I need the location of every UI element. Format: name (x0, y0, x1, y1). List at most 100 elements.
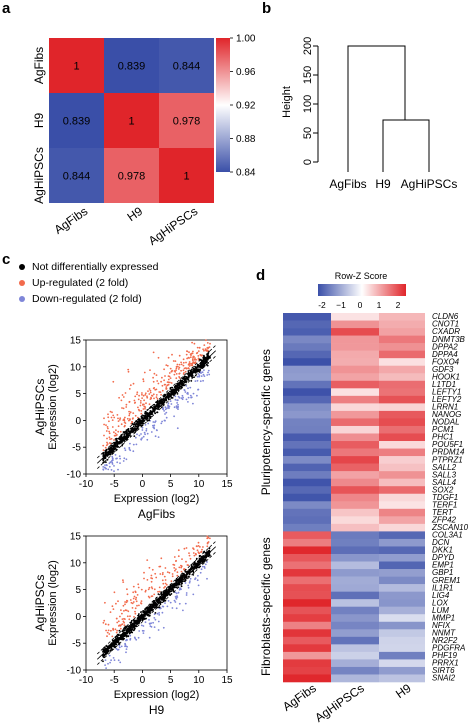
heatmap-cell (283, 343, 331, 351)
scatter-point (111, 455, 114, 458)
scatter-point (169, 367, 172, 370)
scatter-point (183, 389, 186, 391)
scatter-point (114, 628, 117, 631)
scatter-point (112, 380, 115, 383)
scatter-point (108, 420, 110, 423)
scatter-point (200, 360, 203, 363)
scatter-point (142, 632, 145, 634)
heatmap-cell (331, 614, 379, 623)
scatter-point (197, 574, 199, 577)
scatter-point (103, 417, 105, 420)
scatter-point (183, 367, 186, 370)
scatter-point (144, 407, 146, 410)
scatter-point (109, 661, 111, 664)
scatter-point (148, 596, 151, 599)
scatter-point (104, 446, 107, 449)
legend-marker (19, 296, 25, 302)
scatter-point (150, 586, 153, 588)
scatter-point (195, 566, 197, 569)
scatter-point (188, 351, 190, 354)
scatter-legend: Not differentially expressed Up-regulated… (19, 261, 159, 305)
scatter-point (165, 416, 168, 419)
heatmap-cell (283, 599, 331, 607)
scatter-point (193, 568, 195, 570)
scatter-point (184, 391, 187, 393)
heatmap-cell (283, 350, 331, 359)
ytick-label: 5 (75, 585, 81, 596)
heatmap-cell (283, 365, 331, 374)
scatter-point (115, 647, 118, 650)
scatter-point (155, 605, 157, 607)
scatter-point (136, 393, 138, 396)
scatter-point (136, 391, 139, 394)
scatter-point (200, 556, 203, 558)
scatter-point (202, 373, 205, 376)
scatter-point (171, 353, 173, 356)
scatter-point (193, 342, 196, 345)
gene-label: PRRX1 (432, 659, 459, 668)
scatter-point (152, 608, 155, 611)
scatter-point (165, 364, 168, 366)
scatter-point (112, 629, 115, 631)
scatter-point (134, 436, 137, 439)
scatter-point (113, 439, 115, 441)
heatmap-cell (331, 636, 379, 645)
heatmap-cell (331, 651, 379, 660)
scatter-point (192, 350, 194, 353)
heatmap-cell (283, 395, 331, 404)
scatter-point (203, 565, 206, 568)
scatter-point (123, 421, 126, 423)
scatter-point (137, 636, 140, 639)
heatmap-cell (283, 561, 331, 570)
scatter-point (124, 618, 126, 620)
heatmap-cell (283, 606, 331, 615)
ytick-label: -5 (72, 639, 81, 650)
scatter-point (128, 414, 131, 417)
scatter-point (118, 437, 121, 440)
scatter-point (197, 541, 200, 544)
scatter-point (115, 617, 118, 620)
scatter-point (107, 427, 109, 430)
scatter-point (118, 646, 121, 649)
heatmap-cell (331, 456, 379, 464)
scatter-point (141, 426, 144, 429)
scatter-point (146, 395, 148, 398)
scatter-point (162, 626, 165, 629)
scatter-point (142, 394, 145, 397)
heatmap-cell (379, 433, 425, 442)
scatter-point (129, 599, 132, 601)
scatter-point (183, 568, 186, 570)
heatmap-cell (283, 636, 331, 645)
scatter-point (198, 552, 200, 554)
colorbar-ticks: 1.00 0.96 0.92 0.88 0.84 (230, 34, 256, 179)
scatter-point (143, 431, 146, 434)
scatter-point (200, 568, 203, 571)
heatmap-cell (283, 508, 331, 517)
scatter-point (139, 404, 142, 407)
scatter-point (176, 393, 179, 395)
scatter-point (148, 566, 151, 569)
panel-letter-d: d (256, 267, 265, 284)
heatmap-column-label: AgHiPSCs (312, 681, 366, 725)
scatter-point (159, 565, 162, 568)
heatmap-cell (379, 666, 425, 675)
scatter-point (206, 535, 209, 538)
scatter-point (163, 575, 166, 578)
scatter-point (186, 357, 189, 360)
ytick-label: 0 (75, 416, 81, 427)
scatter-point (174, 395, 177, 398)
scatter-point (114, 432, 117, 435)
ytick-label: -10 (67, 666, 82, 677)
heatmap-cell (331, 448, 379, 457)
scatter-point (178, 396, 181, 399)
scatter-point (160, 557, 163, 560)
heatmap-cell (379, 441, 425, 449)
scatter-point (116, 461, 119, 464)
gene-label: CNOT1 (432, 320, 459, 329)
scatter-point (197, 388, 200, 391)
scatter-point (196, 365, 199, 368)
colorbar-tick-label: 0.92 (236, 101, 256, 112)
scatter-point (102, 459, 105, 462)
scatter-point (170, 585, 173, 587)
xtick-label: -10 (79, 479, 94, 490)
